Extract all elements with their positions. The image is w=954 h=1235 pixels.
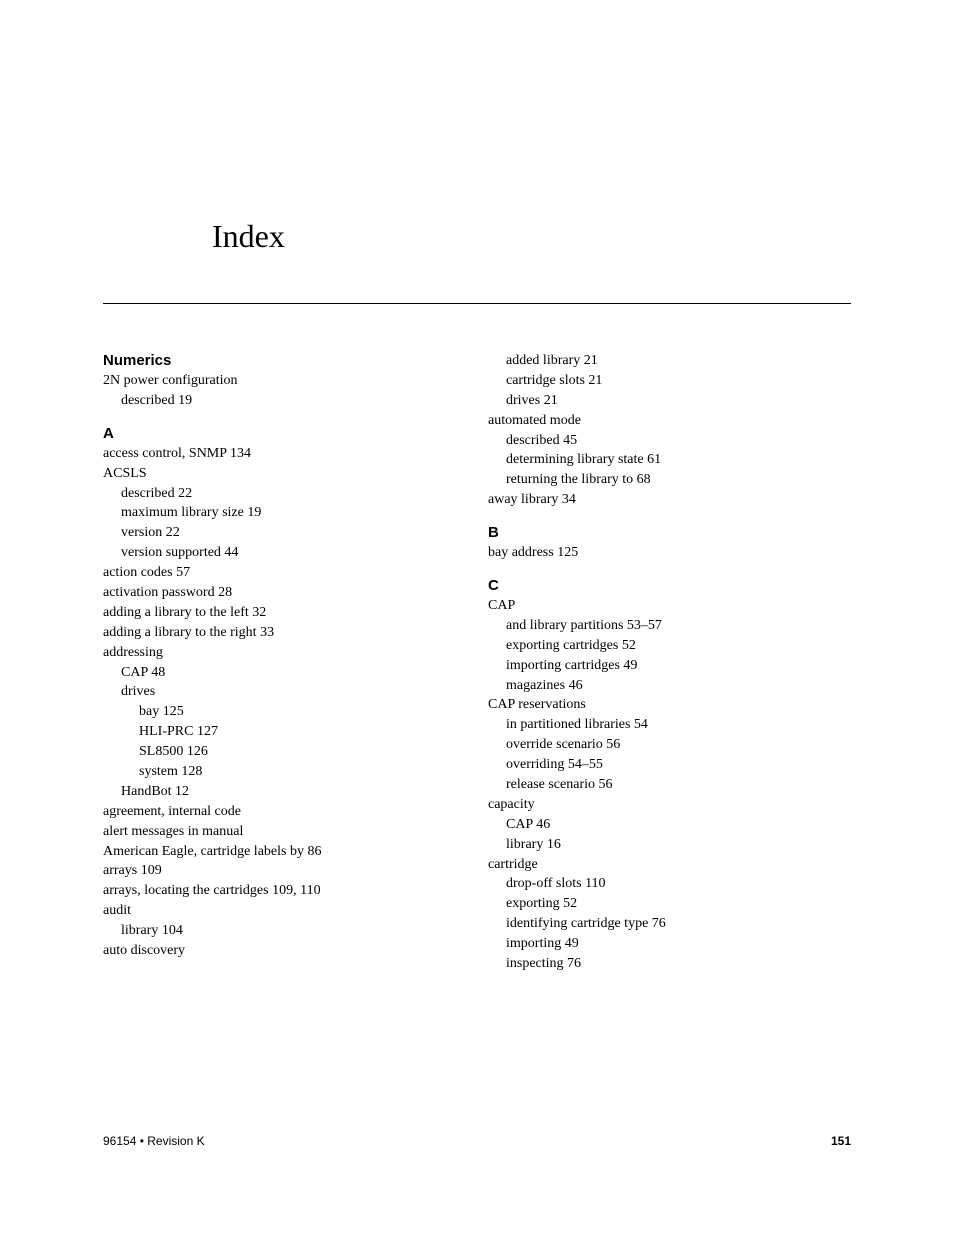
index-entry: library 16 xyxy=(488,836,848,855)
index-entry: importing cartridges 49 xyxy=(488,657,848,676)
index-entry: importing 49 xyxy=(488,935,848,954)
index-entry: determining library state 61 xyxy=(488,451,848,470)
index-entry: bay 125 xyxy=(103,703,458,722)
index-entry: version 22 xyxy=(103,524,458,543)
index-entry: library 104 xyxy=(103,922,458,941)
index-entry: inspecting 76 xyxy=(488,955,848,974)
index-entry: drives 21 xyxy=(488,392,848,411)
index-entry: maximum library size 19 xyxy=(103,504,458,523)
index-entry: action codes 57 xyxy=(103,564,458,583)
index-section-header: C xyxy=(488,577,848,594)
right-column: added library 21cartridge slots 21drives… xyxy=(488,352,848,975)
index-section-header: B xyxy=(488,524,848,541)
index-entry: bay address 125 xyxy=(488,544,848,563)
index-entry: automated mode xyxy=(488,412,848,431)
index-entry: system 128 xyxy=(103,763,458,782)
index-entry: in partitioned libraries 54 xyxy=(488,716,848,735)
index-entry: capacity xyxy=(488,796,848,815)
divider-line xyxy=(103,303,851,304)
index-entry: CAP xyxy=(488,597,848,616)
index-entry: access control, SNMP 134 xyxy=(103,445,458,464)
index-entry: added library 21 xyxy=(488,352,848,371)
index-entry: arrays 109 xyxy=(103,862,458,881)
index-entry: addressing xyxy=(103,644,458,663)
index-columns: Numerics2N power configurationdescribed … xyxy=(103,352,851,975)
index-entry: overriding 54–55 xyxy=(488,756,848,775)
index-entry: activation password 28 xyxy=(103,584,458,603)
index-section-header: Numerics xyxy=(103,352,458,369)
page-title: Index xyxy=(212,218,851,255)
index-entry: drop-off slots 110 xyxy=(488,875,848,894)
index-entry: exporting cartridges 52 xyxy=(488,637,848,656)
index-entry: release scenario 56 xyxy=(488,776,848,795)
index-entry: arrays, locating the cartridges 109, 110 xyxy=(103,882,458,901)
index-entry: HandBot 12 xyxy=(103,783,458,802)
left-column: Numerics2N power configurationdescribed … xyxy=(103,352,458,975)
index-entry: magazines 46 xyxy=(488,677,848,696)
index-entry: override scenario 56 xyxy=(488,736,848,755)
index-entry: alert messages in manual xyxy=(103,823,458,842)
index-entry: CAP reservations xyxy=(488,696,848,715)
index-entry: described 45 xyxy=(488,432,848,451)
index-entry: auto discovery xyxy=(103,942,458,961)
footer-revision: 96154 • Revision K xyxy=(103,1134,205,1148)
index-entry: cartridge slots 21 xyxy=(488,372,848,391)
index-entry: returning the library to 68 xyxy=(488,471,848,490)
index-entry: cartridge xyxy=(488,856,848,875)
index-section-header: A xyxy=(103,425,458,442)
index-entry: drives xyxy=(103,683,458,702)
index-entry: audit xyxy=(103,902,458,921)
index-entry: exporting 52 xyxy=(488,895,848,914)
index-entry: and library partitions 53–57 xyxy=(488,617,848,636)
index-entry: described 19 xyxy=(103,392,458,411)
index-entry: agreement, internal code xyxy=(103,803,458,822)
index-entry: adding a library to the left 32 xyxy=(103,604,458,623)
page-number: 151 xyxy=(831,1134,851,1148)
index-entry: SL8500 126 xyxy=(103,743,458,762)
index-entry: away library 34 xyxy=(488,491,848,510)
index-entry: CAP 46 xyxy=(488,816,848,835)
index-entry: ACSLS xyxy=(103,465,458,484)
index-entry: CAP 48 xyxy=(103,664,458,683)
index-entry: adding a library to the right 33 xyxy=(103,624,458,643)
footer: 96154 • Revision K 151 xyxy=(103,1134,851,1148)
index-entry: version supported 44 xyxy=(103,544,458,563)
page-content: Index Numerics2N power configurationdesc… xyxy=(0,0,954,975)
index-entry: 2N power configuration xyxy=(103,372,458,391)
index-entry: identifying cartridge type 76 xyxy=(488,915,848,934)
index-entry: HLI-PRC 127 xyxy=(103,723,458,742)
index-entry: described 22 xyxy=(103,485,458,504)
index-entry: American Eagle, cartridge labels by 86 xyxy=(103,843,458,862)
